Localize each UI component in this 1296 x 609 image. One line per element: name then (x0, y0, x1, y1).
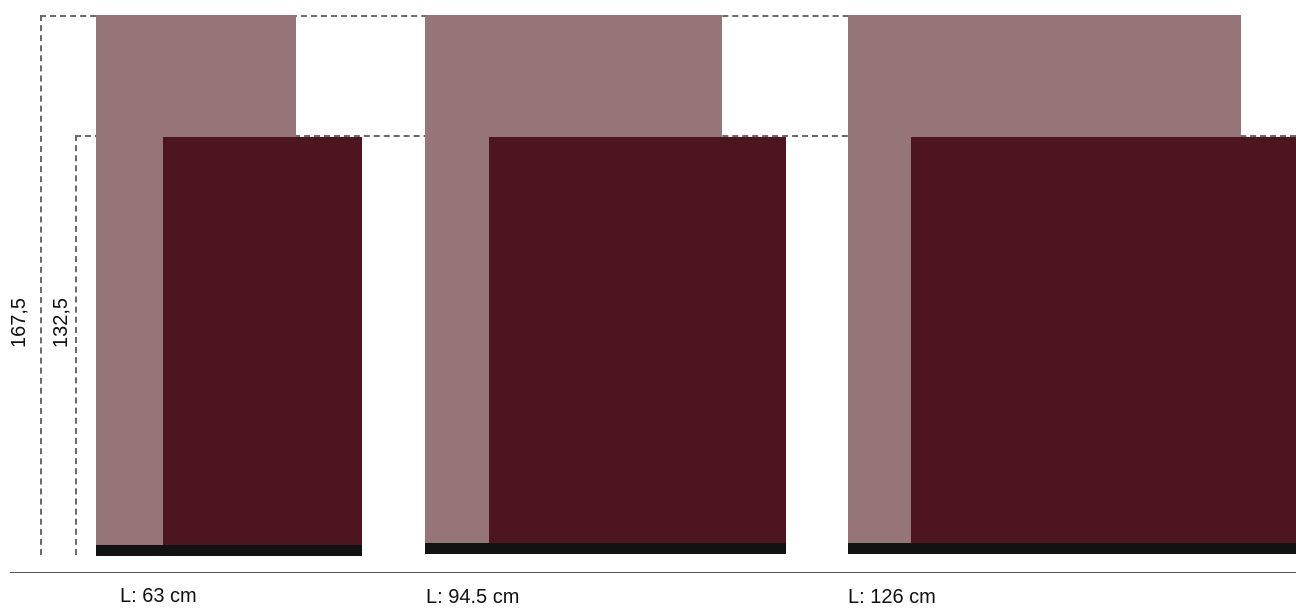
outer-height-guide-side (40, 15, 42, 555)
panel-open-side (425, 137, 489, 543)
inner-height-label: 132,5 (50, 297, 72, 348)
panel-open-side (848, 137, 911, 543)
panel-open-top (425, 15, 722, 137)
length-label-94-5: L: 94.5 cm (426, 586, 520, 608)
panel-open-top (96, 15, 296, 137)
length-label-126: L: 126 cm (848, 586, 936, 608)
inner-height-guide-side (75, 135, 77, 555)
panel-base (96, 545, 362, 556)
ground-line (10, 572, 1296, 573)
panel-front (163, 137, 362, 545)
length-label-63: L: 63 cm (120, 585, 197, 607)
panel-base (425, 543, 786, 554)
panel-front (911, 137, 1296, 543)
outer-height-label: 167,5 (8, 297, 30, 348)
panel-base (848, 543, 1296, 554)
panel-open-top (848, 15, 1241, 137)
panel-open-side (96, 137, 163, 545)
panel-front (489, 137, 786, 543)
